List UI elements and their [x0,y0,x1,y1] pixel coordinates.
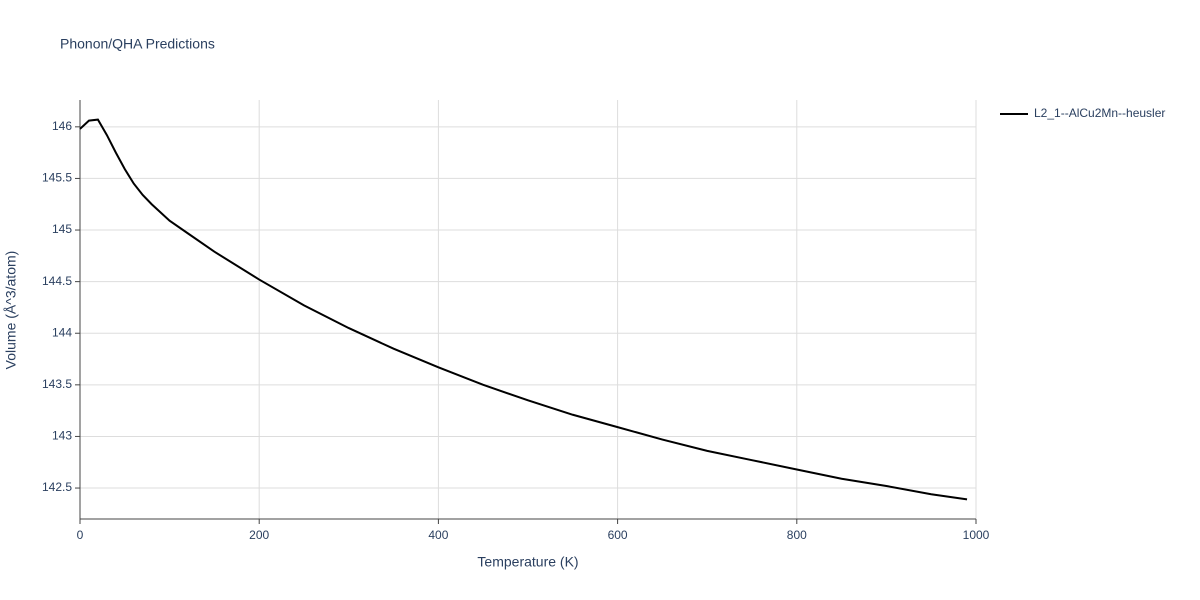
y-tick-label: 144 [52,325,72,339]
y-tick-label: 145.5 [42,171,72,185]
y-tick-label: 146 [52,119,72,133]
x-tick-label: 1000 [963,528,990,542]
legend-label: L2_1--AlCu2Mn--heusler [1034,106,1165,120]
y-tick-label: 142.5 [42,480,72,494]
y-tick-label: 144.5 [42,274,72,288]
x-axis-label: Temperature (K) [477,554,578,570]
x-tick-label: 400 [428,528,448,542]
y-tick-label: 145 [52,222,72,236]
y-axis-label: Volume (Å^3/atom) [3,251,19,370]
y-tick-label: 143 [52,429,72,443]
x-tick-label: 0 [77,528,84,542]
x-tick-label: 200 [249,528,269,542]
y-tick-label: 143.5 [42,377,72,391]
x-tick-label: 600 [608,528,628,542]
chart-title: Phonon/QHA Predictions [60,36,215,52]
x-tick-label: 800 [787,528,807,542]
data-line [79,118,968,501]
